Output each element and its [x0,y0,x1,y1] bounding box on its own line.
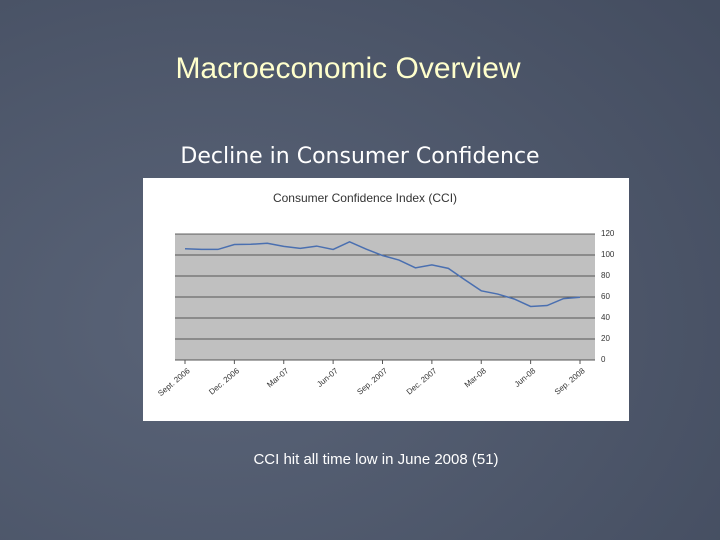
slide-title: Macroeconomic Overview [175,52,520,85]
y-tick-label: 40 [601,313,610,322]
line-series [184,240,581,308]
y-tick-label: 0 [601,355,606,364]
y-tick-label: 80 [601,271,610,280]
y-tick-label: 20 [601,334,610,343]
caption: CCI hit all time low in June 2008 (51) [253,451,498,468]
slide-subtitle: Decline in Consumer Confidence [180,144,539,169]
y-tick-label: 120 [601,229,615,238]
chart-title: Consumer Confidence Index (CCI) [273,191,457,205]
y-tick-label: 60 [601,292,610,301]
y-tick-label: 100 [601,250,615,259]
